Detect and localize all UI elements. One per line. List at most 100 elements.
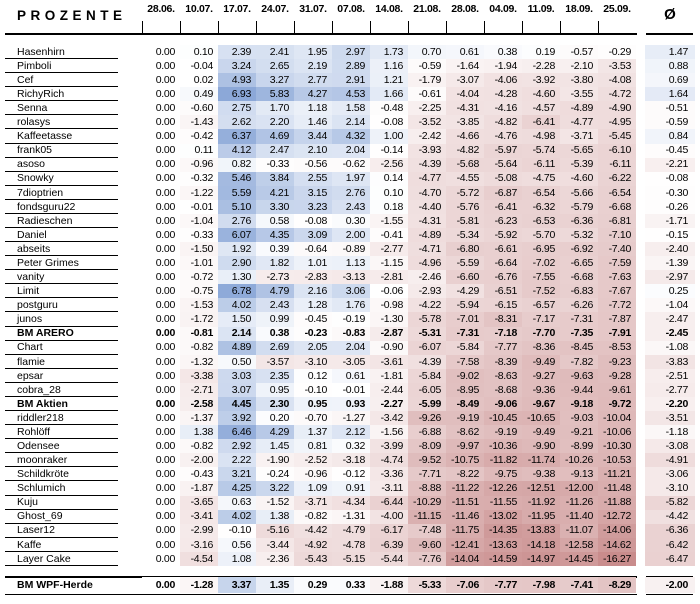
table-row: 7dioptrien 0.00 -1.22 5.59 4.21 3.15 2.76 0.10-… (0, 185, 695, 200)
value-cell: 4.69 (256, 129, 294, 144)
column-gap (636, 496, 645, 510)
value-cell: 0.63 (218, 495, 256, 510)
value-cell: -1.32 (180, 354, 218, 369)
value-cell: 4.29 (256, 425, 294, 440)
value-cell: -1.53 (180, 298, 218, 313)
average-cell: 0.88 (645, 59, 695, 74)
value-cell: -2.00 (180, 453, 218, 468)
value-cell: -0.41 (370, 228, 408, 243)
row-name: Senna (0, 101, 142, 116)
table-row: fondsguru22 0.00 -0.01 5.10 3.30 3.23 2.43 0.18… (0, 199, 695, 215)
value-cell: -9.63 (560, 368, 598, 383)
value-cell: -6.54 (598, 185, 636, 200)
value-cell: 4.45 (218, 396, 256, 412)
table-row: Daniel 0.00 -0.33 6.07 4.35 3.09 2.00 -0.41 -4.8… (0, 228, 695, 243)
value-cell: -9.02 (446, 368, 484, 383)
value-cell: -5.78 (408, 312, 446, 327)
value-cell: -4.71 (408, 242, 446, 257)
value-cell: -6.07 (408, 340, 446, 355)
value-cell: -0.57 (560, 45, 598, 60)
row-name: fondsguru22 (0, 200, 142, 215)
value-cell: -8.49 (446, 396, 484, 412)
average-cell: -1.08 (645, 340, 695, 355)
value-cell: -9.19 (446, 411, 484, 426)
value-cell: -3.71 (560, 129, 598, 144)
value-cell: 0.00 (142, 87, 180, 102)
value-cell: -5.97 (484, 143, 522, 158)
value-cell: 2.89 (332, 59, 370, 74)
value-cell: 0.00 (142, 129, 180, 144)
value-cell: 0.00 (142, 439, 180, 454)
value-cell: 2.19 (294, 59, 332, 74)
value-cell: -9.26 (408, 411, 446, 426)
value-cell: -8.99 (560, 439, 598, 454)
column-header: 04.09. (484, 3, 522, 34)
value-cell: 0.10 (370, 185, 408, 200)
value-cell: -9.90 (522, 439, 560, 454)
value-cell: 1.21 (370, 73, 408, 88)
value-cell: -2.52 (294, 453, 332, 468)
table-row: Laser12 0.00 -2.99 -0.10 -5.16 -4.42 -4.79 -6.1… (0, 523, 695, 538)
value-cell: -2.44 (370, 382, 408, 397)
value-cell: -0.01 (332, 382, 370, 397)
value-cell: -0.14 (370, 143, 408, 158)
value-cell: 5.10 (218, 199, 256, 214)
value-cell: -9.52 (408, 453, 446, 468)
value-cell: 0.58 (256, 213, 294, 229)
value-cell: 2.43 (332, 199, 370, 214)
value-cell: -8.36 (522, 340, 560, 355)
value-cell: -0.10 (294, 382, 332, 397)
column-header: 11.09. (522, 3, 560, 34)
value-cell: -7.70 (522, 326, 560, 341)
value-cell: -6.76 (484, 270, 522, 285)
row-name: riddler218 (0, 411, 142, 426)
table-row: Kaffe 0.00 -3.16 0.56 -3.44 -4.92 -4.78 -6.39 -9… (0, 537, 695, 552)
value-cell: -6.61 (484, 242, 522, 257)
row-name: asoso (0, 158, 142, 172)
column-gap (636, 158, 645, 172)
value-cell: -5.92 (484, 228, 522, 243)
value-cell: -10.75 (446, 453, 484, 468)
value-cell: -1.01 (180, 256, 218, 271)
value-cell: -3.05 (332, 354, 370, 369)
average-cell: -1.39 (645, 256, 695, 271)
value-cell: 0.49 (180, 87, 218, 102)
value-cell: -5.31 (408, 326, 446, 341)
column-gap (636, 242, 645, 256)
value-cell: -5.84 (446, 340, 484, 355)
value-cell: 0.00 (142, 73, 180, 88)
table-row: Pimboli 0.00 -0.04 3.24 2.65 2.19 2.89 1.16 -0.5… (0, 59, 695, 74)
value-cell: -3.92 (522, 73, 560, 88)
table-row: BM ARERO 0.00 -0.81 2.14 0.38 -0.23 -0.83 -2.87… (0, 326, 695, 341)
value-cell: -6.44 (370, 495, 408, 510)
value-cell: 5.46 (218, 171, 256, 186)
table-row: Layer Cake 0.00 -4.54 1.08 -2.36 -5.43 -5.15 -5… (0, 551, 695, 566)
value-cell: -5.59 (446, 256, 484, 271)
value-cell: -8.31 (484, 312, 522, 327)
table-row: rolasys 0.00 -1.43 2.62 2.20 1.46 2.14 -0.08 -3.… (0, 115, 695, 130)
value-cell: -8.29 (598, 577, 636, 593)
value-cell: 0.00 (142, 199, 180, 214)
value-cell: -4.72 (598, 87, 636, 102)
value-cell: 1.30 (218, 270, 256, 285)
value-cell: -6.26 (560, 298, 598, 313)
value-cell: -4.74 (370, 453, 408, 468)
value-cell: -0.82 (180, 439, 218, 454)
value-cell: -4.55 (446, 171, 484, 186)
value-cell: -7.58 (446, 354, 484, 369)
value-cell: -14.45 (560, 551, 598, 566)
value-cell: -3.44 (256, 537, 294, 552)
value-cell: -16.27 (598, 551, 636, 566)
value-cell: -6.11 (598, 157, 636, 172)
value-cell: 5.83 (256, 87, 294, 102)
value-cell: -4.82 (484, 115, 522, 130)
value-cell: -4.60 (560, 171, 598, 186)
value-cell: -7.52 (522, 284, 560, 299)
header-divider-avg (646, 33, 693, 35)
row-name: frank05 (0, 144, 142, 158)
row-name: Ghost_69 (0, 510, 142, 524)
value-cell: 0.00 (142, 284, 180, 299)
value-cell: 0.14 (370, 171, 408, 186)
value-cell: -9.19 (484, 425, 522, 440)
